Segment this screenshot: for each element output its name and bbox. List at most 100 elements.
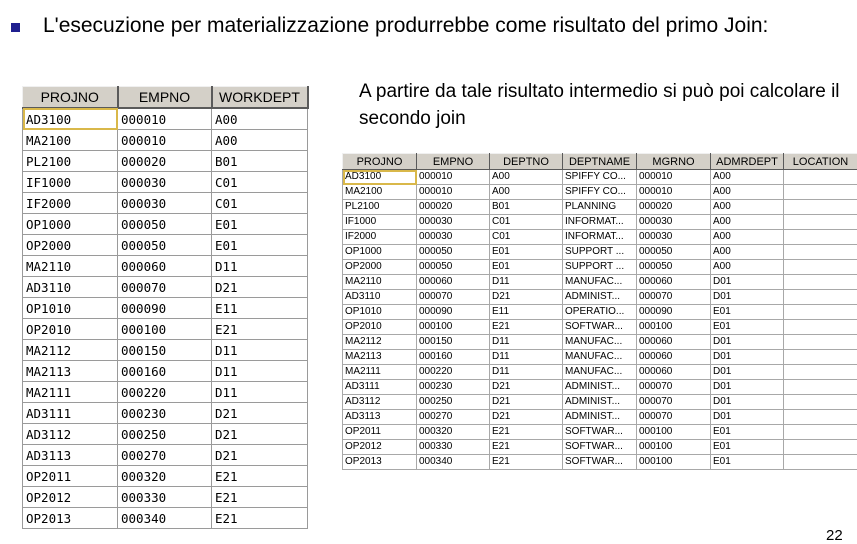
table2-cell[interactable]: 000150 — [417, 335, 490, 350]
table2-cell[interactable]: ADMINIST... — [563, 290, 637, 305]
table2-cell[interactable]: OPERATIO... — [563, 305, 637, 320]
table2-cell[interactable] — [784, 410, 857, 425]
table2-cell[interactable]: D01 — [711, 380, 784, 395]
table2-cell[interactable]: 000070 — [637, 380, 711, 395]
table2-cell[interactable] — [784, 170, 857, 185]
table2-cell[interactable]: 000160 — [417, 350, 490, 365]
table2-cell[interactable]: ADMINIST... — [563, 410, 637, 425]
table1-cell[interactable]: D11 — [212, 382, 308, 403]
table1-cell[interactable]: E21 — [212, 487, 308, 508]
table2-cell[interactable]: 000060 — [637, 275, 711, 290]
table1-cell[interactable]: 000020 — [118, 151, 212, 172]
table2-cell[interactable]: OP2010 — [343, 320, 417, 335]
table2-column-header[interactable]: DEPTNAME — [563, 154, 637, 170]
table2-cell[interactable]: MANUFAC... — [563, 365, 637, 380]
table2-cell[interactable]: IF2000 — [343, 230, 417, 245]
table1-cell[interactable]: 000090 — [118, 298, 212, 319]
table2-cell[interactable]: INFORMAT... — [563, 215, 637, 230]
table2-cell[interactable]: ADMINIST... — [563, 395, 637, 410]
table2-cell[interactable]: SOFTWAR... — [563, 440, 637, 455]
table2-cell[interactable]: D01 — [711, 365, 784, 380]
table2-cell[interactable]: MANUFAC... — [563, 335, 637, 350]
table1-cell[interactable]: OP1010 — [23, 298, 118, 319]
table2-cell[interactable]: D01 — [711, 410, 784, 425]
table2-column-header[interactable]: EMPNO — [417, 154, 490, 170]
table1-cell[interactable]: 000340 — [118, 508, 212, 529]
table2-cell[interactable]: 000020 — [417, 200, 490, 215]
table1-cell[interactable]: 000060 — [118, 256, 212, 277]
table2-cell[interactable] — [784, 290, 857, 305]
table2-cell[interactable]: E01 — [711, 425, 784, 440]
table2-cell[interactable]: A00 — [711, 185, 784, 200]
table2-cell[interactable]: PLANNING — [563, 200, 637, 215]
table1-column-header[interactable]: PROJNO — [23, 87, 118, 109]
table1-cell[interactable]: AD3110 — [23, 277, 118, 298]
table2-cell[interactable]: SPIFFY CO... — [563, 170, 637, 185]
table2-cell[interactable] — [784, 245, 857, 260]
table2-cell[interactable]: D11 — [490, 350, 563, 365]
table1-cell[interactable]: IF1000 — [23, 172, 118, 193]
table1-cell[interactable]: AD3112 — [23, 424, 118, 445]
table2-cell[interactable] — [784, 320, 857, 335]
table2-cell[interactable] — [784, 350, 857, 365]
table2-cell[interactable]: OP2000 — [343, 260, 417, 275]
table2-cell[interactable]: D11 — [490, 275, 563, 290]
table2-cell[interactable]: A00 — [711, 215, 784, 230]
table2-cell[interactable]: 000230 — [417, 380, 490, 395]
table2-cell[interactable]: E21 — [490, 440, 563, 455]
table2-cell[interactable]: 000100 — [637, 425, 711, 440]
table1-cell[interactable]: MA2110 — [23, 256, 118, 277]
table2-cell[interactable]: E21 — [490, 455, 563, 470]
table2-cell[interactable]: 000030 — [417, 215, 490, 230]
table2-cell[interactable]: AD3112 — [343, 395, 417, 410]
table1-cell[interactable]: 000030 — [118, 193, 212, 214]
table2-cell[interactable]: 000090 — [637, 305, 711, 320]
table2-cell[interactable] — [784, 440, 857, 455]
table2-cell[interactable]: A00 — [490, 185, 563, 200]
table2-cell[interactable] — [784, 425, 857, 440]
table2-cell[interactable]: D01 — [711, 395, 784, 410]
table2-cell[interactable]: ADMINIST... — [563, 380, 637, 395]
table2-cell[interactable]: 000070 — [637, 410, 711, 425]
table2-column-header[interactable]: DEPTNO — [490, 154, 563, 170]
table2-cell[interactable]: 000060 — [417, 275, 490, 290]
table1-cell[interactable]: B01 — [212, 151, 308, 172]
table2-column-header[interactable]: PROJNO — [343, 154, 417, 170]
table2-cell[interactable]: SOFTWAR... — [563, 425, 637, 440]
table1-cell[interactable]: OP2010 — [23, 319, 118, 340]
table2-cell[interactable] — [784, 335, 857, 350]
table1-cell[interactable]: 000070 — [118, 277, 212, 298]
table2-cell[interactable]: D21 — [490, 380, 563, 395]
table2-cell[interactable]: E21 — [490, 425, 563, 440]
table2-cell[interactable]: D01 — [711, 335, 784, 350]
table2-cell[interactable]: OP2012 — [343, 440, 417, 455]
table2-cell[interactable]: 000070 — [637, 395, 711, 410]
table1-cell[interactable]: 000320 — [118, 466, 212, 487]
table2-cell[interactable]: E01 — [490, 260, 563, 275]
table1-cell[interactable]: A00 — [212, 108, 308, 130]
table1-cell[interactable]: OP2011 — [23, 466, 118, 487]
table1-cell[interactable]: AD3113 — [23, 445, 118, 466]
table2-cell[interactable] — [784, 260, 857, 275]
table2-cell[interactable] — [784, 275, 857, 290]
table2-cell[interactable] — [784, 305, 857, 320]
table2-cell[interactable] — [784, 200, 857, 215]
table2-cell[interactable]: A00 — [711, 230, 784, 245]
table2-cell[interactable]: E11 — [490, 305, 563, 320]
table2-cell[interactable]: E01 — [711, 320, 784, 335]
table2-cell[interactable]: MA2111 — [343, 365, 417, 380]
table2-cell[interactable]: AD3111 — [343, 380, 417, 395]
table1-cell[interactable]: OP2012 — [23, 487, 118, 508]
table1-cell[interactable]: 000220 — [118, 382, 212, 403]
table2-cell[interactable]: A00 — [711, 200, 784, 215]
table1-cell[interactable]: 000160 — [118, 361, 212, 382]
table1-cell[interactable]: 000100 — [118, 319, 212, 340]
table1-cell[interactable]: D21 — [212, 445, 308, 466]
table2-cell[interactable]: 000060 — [637, 350, 711, 365]
table2-cell[interactable]: A00 — [711, 245, 784, 260]
table2-cell[interactable]: IF1000 — [343, 215, 417, 230]
table1-cell[interactable]: 000050 — [118, 214, 212, 235]
table1-cell[interactable]: 000330 — [118, 487, 212, 508]
table2-cell[interactable]: 000070 — [637, 290, 711, 305]
table2-cell[interactable]: MA2110 — [343, 275, 417, 290]
